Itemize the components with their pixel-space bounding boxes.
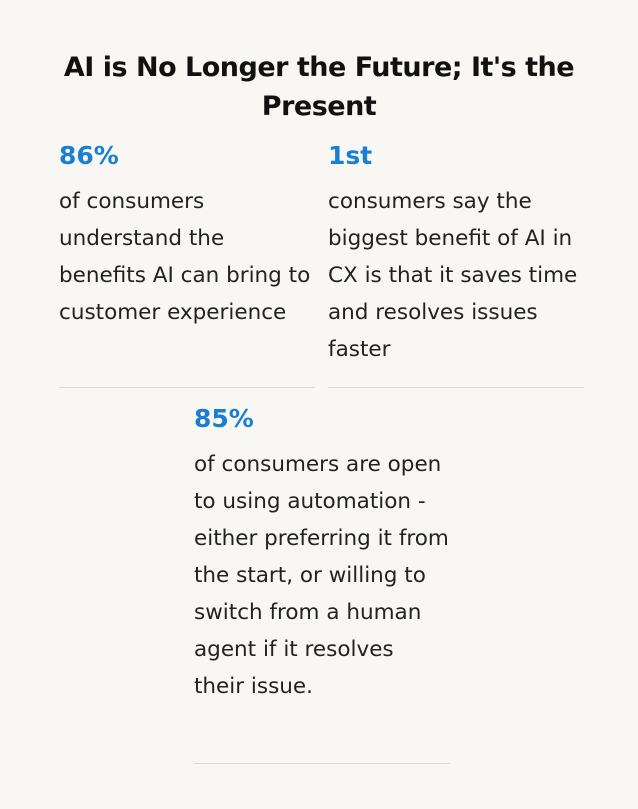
stat-description: of consumers are open to using automatio… (194, 452, 449, 699)
divider (59, 387, 315, 388)
stat-value: 1st (328, 141, 373, 170)
stat-card-1st: 1st consumers say the biggest benefit of… (328, 141, 584, 388)
stat-card-85-percent: 85% of consumers are open to using autom… (194, 404, 450, 764)
stat-description: of consumers understand the benefits AI … (59, 189, 311, 325)
divider (328, 387, 584, 388)
stat-value: 86% (59, 141, 119, 170)
stat-value: 85% (194, 404, 254, 433)
stat-card-86-percent: 86% of consumers understand the benefits… (59, 141, 315, 388)
page-title: AI is No Longer the Future; It's the Pre… (63, 52, 575, 122)
divider (194, 763, 450, 764)
stat-description: consumers say the biggest benefit of AI … (328, 189, 578, 362)
